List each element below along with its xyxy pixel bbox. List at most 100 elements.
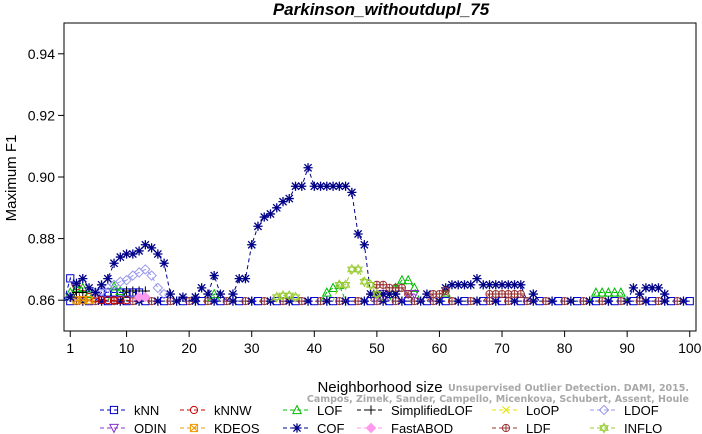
legend-label: SimplifiedLOF (391, 403, 473, 418)
baseline-point (322, 296, 332, 306)
data-point (590, 287, 601, 297)
data-point (134, 246, 144, 256)
legend-item-cof: COF (283, 421, 345, 434)
data-point (641, 283, 651, 293)
data-point (103, 274, 113, 284)
x-tick-label: 50 (369, 340, 385, 356)
data-point (404, 289, 413, 299)
data-point (391, 289, 401, 299)
data-point (115, 276, 126, 288)
data-point (253, 221, 263, 231)
data-point (158, 288, 170, 300)
data-point (459, 280, 470, 290)
legend-item-loop: LoOP (492, 403, 559, 418)
data-point (491, 280, 501, 290)
baseline-point (340, 296, 351, 306)
data-point (609, 287, 620, 297)
data-point (597, 287, 608, 297)
data-point (397, 283, 407, 292)
data-point (66, 274, 75, 283)
data-point (71, 278, 82, 288)
data-point (128, 249, 138, 259)
baseline-point (678, 296, 689, 306)
legend: kNN kNNW LOF SimplifiedLOF LoOP LDOF ODIN KDEOS… (100, 403, 662, 434)
baseline-point (397, 296, 407, 306)
data-point (64, 291, 76, 303)
data-point (366, 289, 376, 299)
x-tick-label: 1 (66, 340, 74, 356)
data-point (340, 181, 351, 191)
baseline-point (265, 296, 276, 306)
baseline-point (96, 296, 107, 306)
legend-label: ODIN (134, 421, 167, 434)
data-point (359, 276, 370, 288)
data-point (140, 291, 151, 303)
baseline-point (641, 296, 651, 306)
baseline-point (585, 296, 595, 306)
data-point (516, 280, 526, 290)
baseline-point (660, 296, 670, 306)
data-point (340, 279, 351, 291)
data-point (353, 263, 363, 275)
data-point (103, 296, 112, 305)
data-point (346, 263, 357, 275)
legend-label: LDOF (624, 403, 659, 418)
data-point (509, 280, 520, 290)
x-tick-label: 60 (432, 340, 448, 356)
legend-marker (292, 423, 302, 433)
data-point (265, 209, 276, 219)
legend-label: KDEOS (214, 421, 260, 434)
legend-marker (291, 404, 303, 415)
x-tick-label: 40 (307, 340, 323, 356)
data-point (290, 181, 301, 191)
baseline-point (622, 296, 632, 306)
data-point (528, 289, 538, 299)
baseline-point (566, 296, 576, 306)
legend-label: kNNW (214, 403, 252, 418)
legend-marker (502, 406, 510, 414)
data-point (247, 240, 257, 250)
y-axis: 0.86 0.88 0.90 0.92 0.94 (28, 46, 64, 308)
legend-marker (598, 404, 610, 416)
legend-marker (599, 422, 609, 434)
data-point (65, 292, 75, 302)
data-point (328, 181, 338, 191)
data-point (309, 181, 319, 191)
data-point (409, 289, 420, 300)
baseline-point (491, 296, 501, 306)
legend-marker (366, 405, 376, 415)
baseline-point (603, 296, 613, 306)
baseline-point (209, 296, 219, 306)
data-point (165, 289, 175, 299)
data-point (409, 282, 420, 292)
legend-label: COF (317, 421, 345, 434)
series-fastabod (132, 291, 152, 303)
data-point (178, 292, 188, 302)
data-point (322, 181, 332, 191)
series-inflo (270, 263, 384, 303)
data-point (453, 280, 463, 290)
data-point (152, 282, 164, 294)
x-tick-label: 10 (119, 340, 135, 356)
series-line (63, 276, 77, 302)
data-point (84, 283, 94, 293)
baseline-point (228, 296, 238, 306)
data-point (109, 258, 119, 268)
data-point (116, 296, 125, 305)
series-line (370, 284, 415, 302)
legend-item-simplifiedlof: SimplifiedLOF (357, 403, 473, 418)
data-point (96, 280, 107, 290)
data-point (290, 291, 301, 303)
x-tick-label: 90 (619, 340, 635, 356)
data-point (347, 187, 357, 197)
data-point (372, 288, 382, 300)
baseline-point (685, 297, 694, 306)
series-ldf (370, 280, 528, 302)
data-point (384, 289, 394, 299)
data-point (441, 286, 450, 296)
data-point (403, 274, 414, 285)
baseline-point (528, 296, 538, 306)
data-point (660, 289, 670, 299)
legend-marker (501, 423, 511, 433)
